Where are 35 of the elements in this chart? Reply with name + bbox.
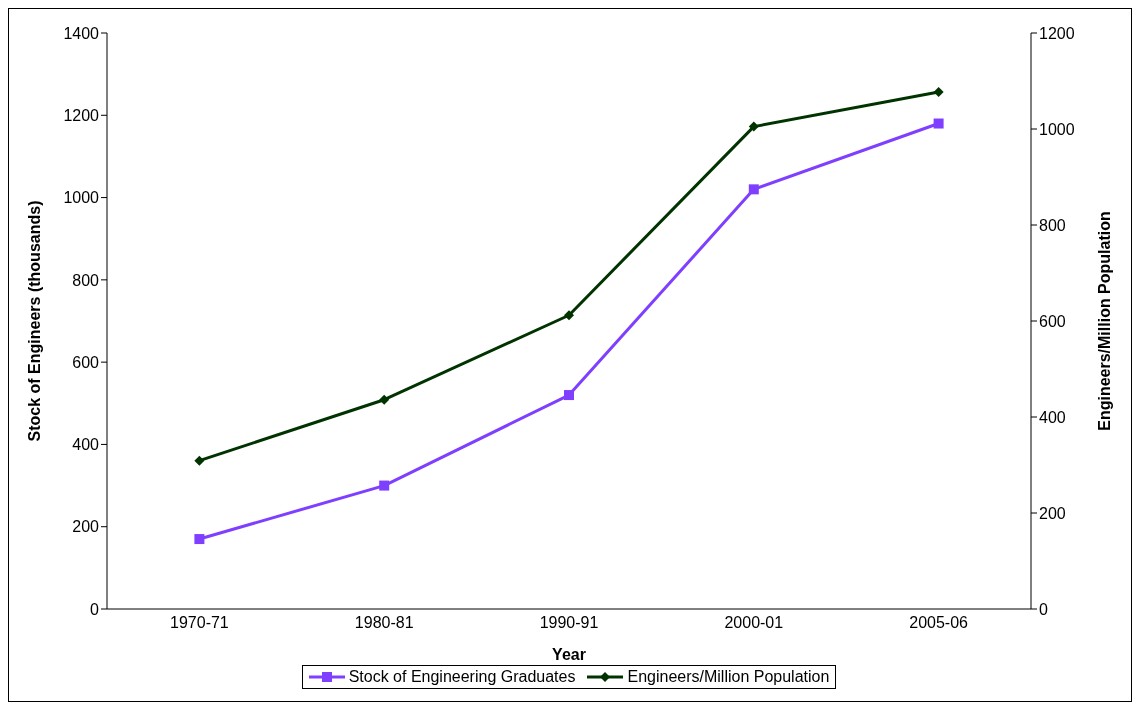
x-tick-label: 1990-91 — [539, 614, 599, 632]
y-tick-label: 1400 — [63, 24, 100, 42]
point — [564, 390, 574, 401]
y-tick-label: 1200 — [63, 106, 100, 124]
y2-tick-label: 0 — [1039, 600, 1048, 618]
x-tick-label: 1970-71 — [170, 614, 229, 632]
point — [748, 184, 759, 195]
y2-tick-label: 1000 — [1039, 120, 1075, 138]
point — [933, 87, 944, 98]
point — [564, 310, 574, 321]
point — [194, 534, 205, 545]
y-tick-label: 800 — [72, 271, 100, 289]
point — [933, 118, 944, 129]
y2-tick-label: 200 — [1039, 504, 1066, 522]
point — [194, 455, 205, 466]
point — [748, 121, 759, 132]
y-axis-title: Stock of Engineers (thousands) — [25, 200, 43, 442]
y-tick-label: 0 — [90, 600, 100, 618]
y2-tick-label: 800 — [1039, 216, 1066, 234]
x-tick-label: 2005-06 — [909, 614, 969, 632]
legend-label: Engineers/Million Population — [626, 668, 830, 686]
x-tick-label: 2000-01 — [724, 614, 784, 632]
y2-tick-label: 400 — [1039, 408, 1066, 426]
y2-axis-title: Engineers/Million Population — [1095, 211, 1113, 431]
x-tick-label: 1980-81 — [354, 614, 414, 632]
y-tick-label: 400 — [72, 436, 100, 454]
x-axis-title: Year — [552, 646, 586, 663]
y-tick-label: 200 — [72, 518, 100, 536]
y2-tick-label: 600 — [1039, 312, 1066, 330]
y-tick-label: 1000 — [63, 189, 100, 207]
y-tick-label: 600 — [72, 353, 100, 371]
y2-tick-label: 1200 — [1039, 24, 1075, 42]
point — [379, 480, 390, 491]
point — [379, 394, 390, 405]
legend-label: Stock of Engineering Graduates — [347, 668, 576, 686]
